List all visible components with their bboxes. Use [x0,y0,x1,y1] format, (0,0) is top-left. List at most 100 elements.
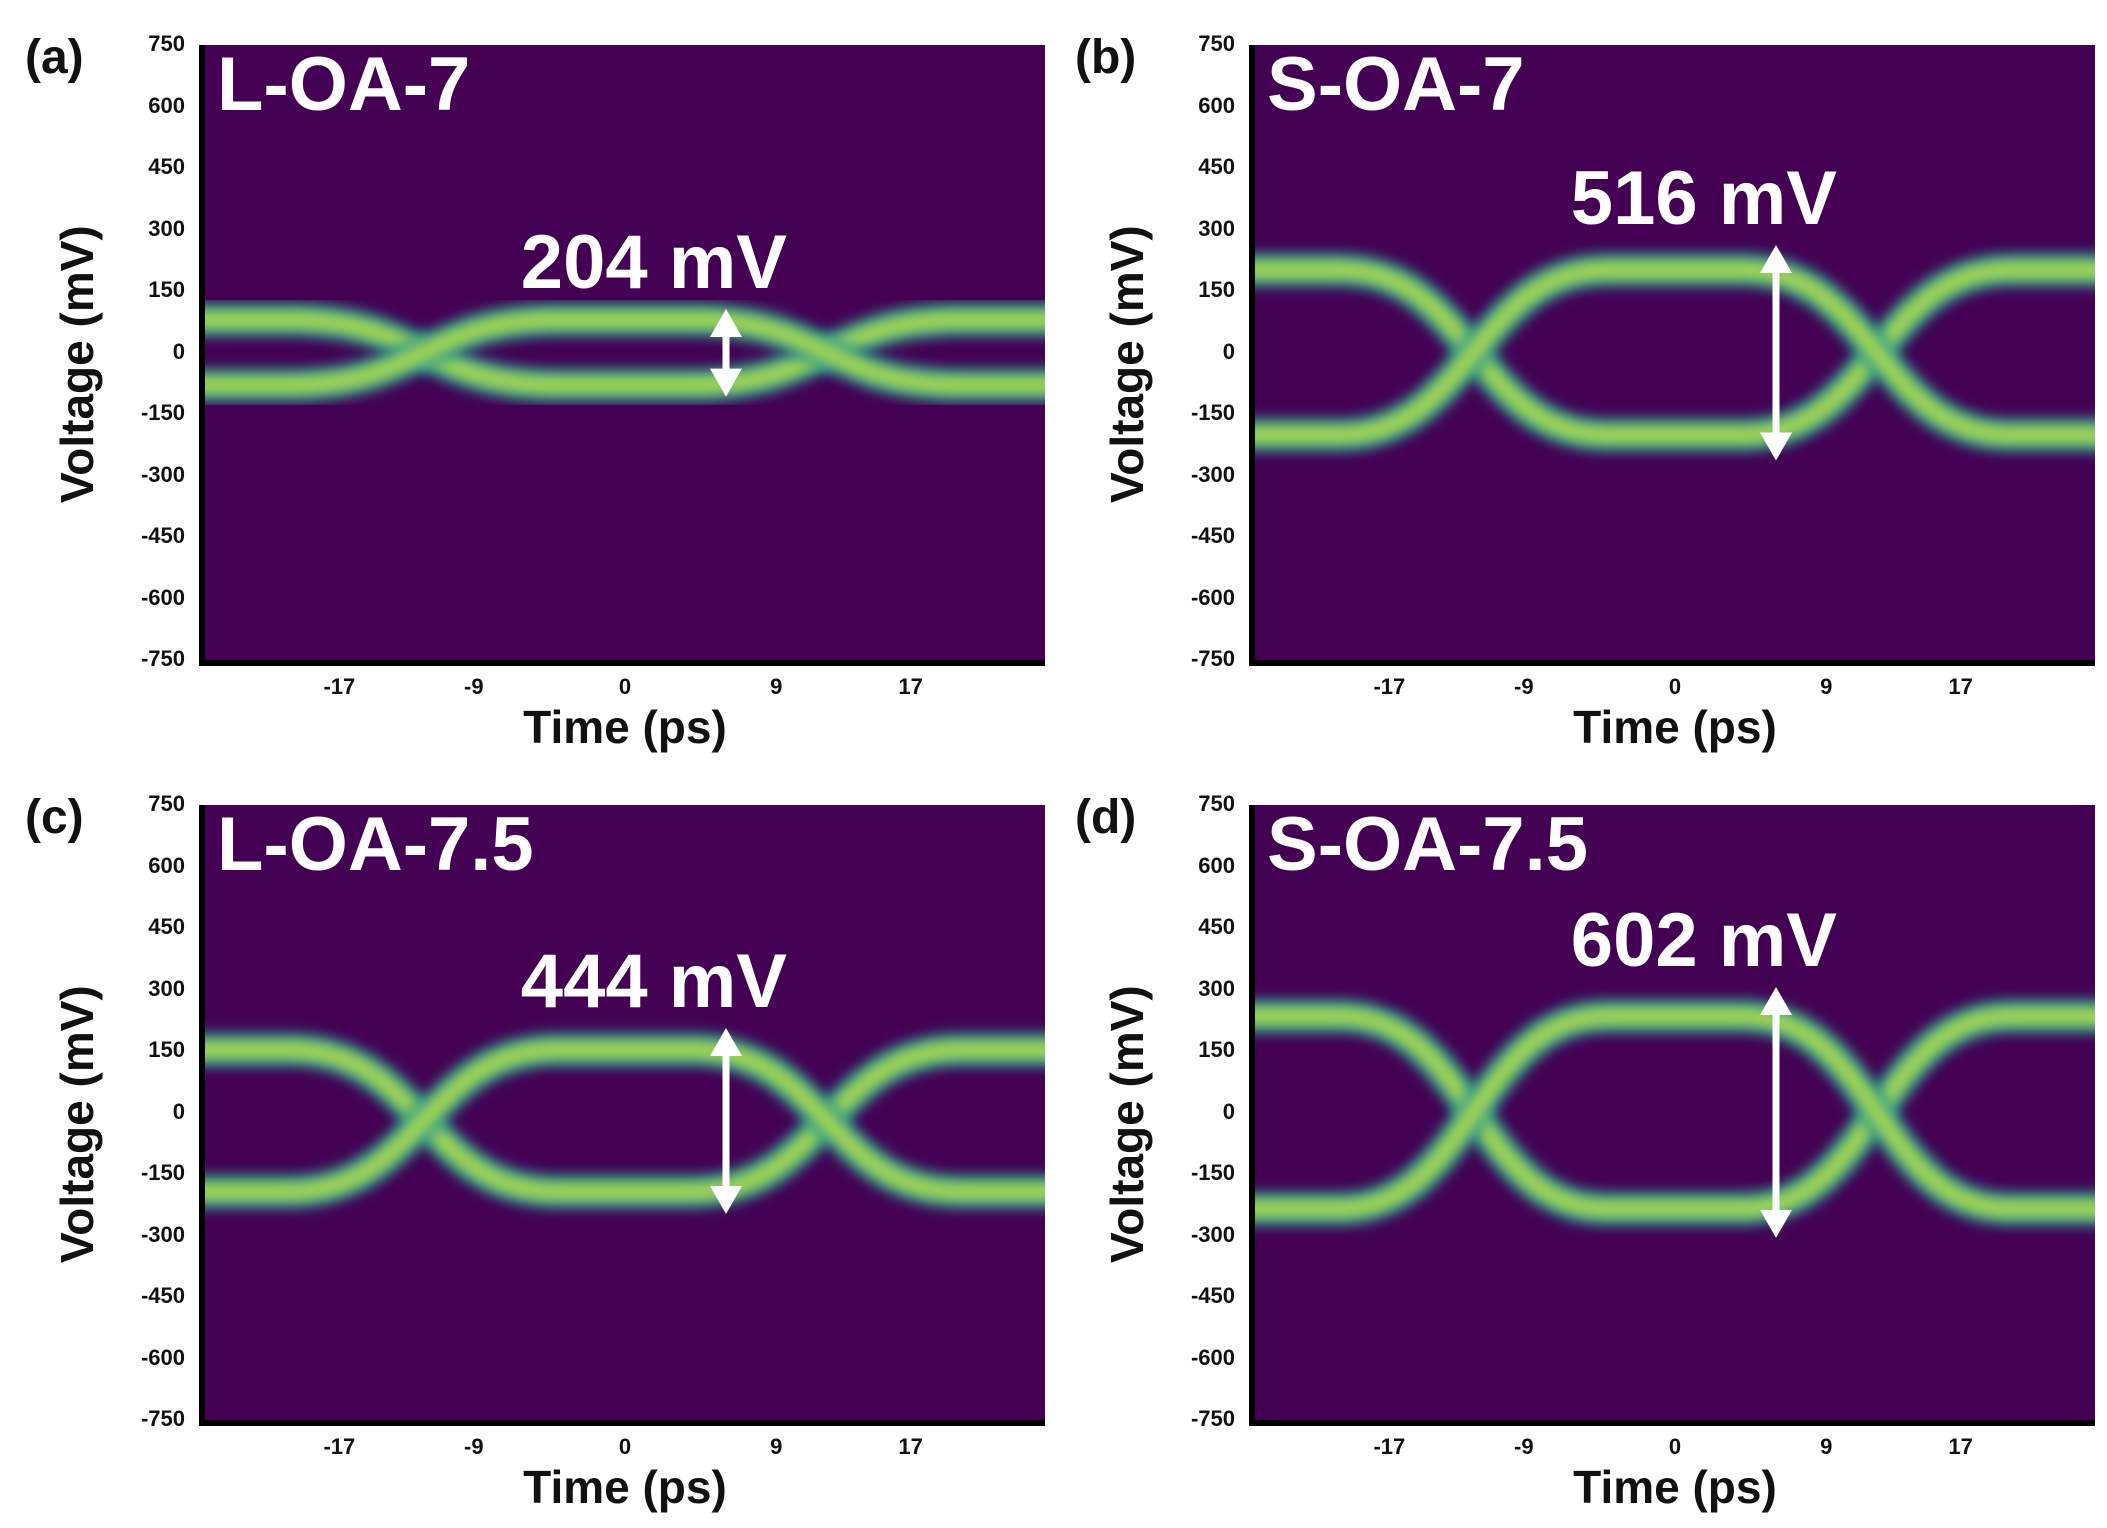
y-axis-line [199,805,205,1426]
eye-traces [205,1018,1045,1224]
x-tick-label: -9 [464,674,484,699]
y-tick-label: 150 [1198,1037,1235,1062]
eye-traces [205,296,1045,409]
x-tick-label: 17 [898,1434,923,1459]
x-tick-label: -17 [1373,674,1406,699]
y-tick-label: 450 [148,154,185,179]
x-axis-label: Time (ps) [1573,701,1777,753]
y-tick-label: 0 [172,338,185,364]
x-tick-label: -17 [323,1434,356,1459]
y-axis-line [1249,45,1255,666]
x-tick-label: 17 [1948,674,1973,699]
y-tick-label: 750 [1198,31,1235,56]
panel-d: (d) S-OA-7.5 602 mV 750 600 450 300 150 0 -150 -30… [1050,760,2100,1520]
eye-trace-rising [1255,999,2095,1226]
y-tick-label: -450 [1190,523,1235,548]
y-tick-label: 300 [148,975,185,1001]
y-tick-label: 450 [1198,154,1235,179]
x-tick-label: -9 [1514,674,1534,699]
y-tick-label: -450 [1190,1283,1235,1308]
panel-letter: (d) [1075,791,1137,844]
sample-label: L-OA-7.5 [217,802,534,887]
y-axis-label: Voltage (mV) [1101,224,1153,503]
y-tick-label: -600 [140,584,185,610]
panel-c: (c) L-OA-7.5 444 mV 750 600 450 300 150 0 -150 -30… [0,760,1050,1520]
panel-letter: (a) [25,31,84,84]
amplitude-arrow [709,1027,742,1214]
y-tick-label: 150 [148,1037,185,1062]
y-tick-label: 450 [1198,914,1235,939]
eye-trace-falling [1255,252,2095,453]
panel-a: (a) L-OA-7 204 mV 750 600 450 300 150 0 -150 -300 -… [0,0,1050,760]
eye-trace-falling [205,302,1045,403]
y-tick-label: -600 [140,1344,185,1370]
x-tick-label: 9 [770,674,783,699]
y-tick-label: 600 [148,92,185,118]
y-tick-label: -300 [1190,461,1235,487]
eye-trace-falling [205,1032,1045,1209]
panel-letter: (c) [25,791,84,844]
y-tick-label: -450 [140,523,185,548]
sample-label: S-OA-7 [1267,42,1525,127]
x-tick-label: 0 [618,674,632,699]
x-tick-label: 0 [1668,1434,1682,1459]
eye-diagram-plot [1255,45,2095,660]
eye-traces [1255,236,2095,469]
x-axis-line [1249,660,2095,666]
x-axis-label: Time (ps) [523,701,727,753]
eye-diagram-plot [1255,805,2095,1420]
y-tick-label: -150 [140,400,185,425]
amplitude-label: 602 mV [1570,898,1837,984]
y-tick-label: -300 [140,461,185,487]
x-axis-label: Time (ps) [1573,1461,1777,1513]
x-tick-label: 0 [1668,674,1682,699]
x-tick-label: 9 [770,1434,783,1459]
y-tick-label: -750 [140,646,185,671]
y-tick-label: -750 [1190,646,1235,671]
y-tick-label: 0 [172,1098,185,1124]
y-tick-label: 600 [148,852,185,878]
y-axis-label: Voltage (mV) [1101,984,1153,1263]
x-tick-label: 9 [1820,674,1833,699]
y-tick-label: -150 [1190,1160,1235,1185]
sample-label: L-OA-7 [217,42,471,127]
x-tick-label: -17 [1373,1434,1406,1459]
eye-traces [1255,979,2095,1246]
amplitude-arrow [709,308,742,397]
eye-diagram-plot [205,805,1045,1420]
y-axis-line [199,45,205,666]
amplitude-label: 444 mV [520,938,787,1024]
y-tick-label: 750 [1198,791,1235,816]
eye-trace-falling [1255,999,2095,1226]
y-tick-label: 300 [1198,215,1235,241]
x-axis-line [199,660,1045,666]
y-tick-label: 450 [148,914,185,939]
y-tick-label: 150 [1198,277,1235,302]
x-tick-label: 17 [898,674,923,699]
y-axis-line [1249,805,1255,1426]
y-tick-label: -450 [140,1283,185,1308]
panel-letter: (b) [1075,31,1137,84]
eye-trace-rising [1255,252,2095,453]
y-tick-label: -300 [1190,1221,1235,1247]
eye-diagram-plot [205,45,1045,660]
y-tick-label: -150 [140,1160,185,1185]
panel-b: (b) S-OA-7 516 mV 750 600 450 300 150 0 -150 -300 -… [1050,0,2100,760]
y-tick-label: -750 [140,1406,185,1431]
x-tick-label: 9 [1820,1434,1833,1459]
x-tick-label: -9 [464,1434,484,1459]
y-tick-label: 600 [1198,92,1235,118]
y-tick-label: -600 [1190,1344,1235,1370]
y-tick-label: 0 [1222,1098,1235,1124]
x-tick-label: 17 [1948,1434,1973,1459]
x-axis-label: Time (ps) [523,1461,727,1513]
y-tick-label: -750 [1190,1406,1235,1431]
eye-trace-rising [205,302,1045,403]
eye-trace-rising [205,1032,1045,1209]
y-tick-label: 750 [148,31,185,56]
x-tick-label: -9 [1514,1434,1534,1459]
sample-label: S-OA-7.5 [1267,802,1588,887]
y-tick-label: 600 [1198,852,1235,878]
y-tick-label: -600 [1190,584,1235,610]
x-axis-line [1249,1420,2095,1426]
